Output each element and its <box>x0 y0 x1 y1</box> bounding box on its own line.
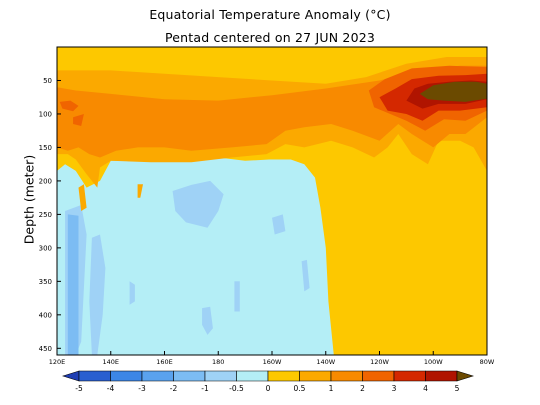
chart-subtitle: Pentad centered on 27 JUN 2023 <box>164 30 376 45</box>
colorbar-label: -2 <box>170 384 178 393</box>
colorbar-bin-5 <box>204 370 237 382</box>
colorbar-label: -1 <box>201 384 209 393</box>
anomaly-region-8 <box>272 214 286 235</box>
colorbar-label: -3 <box>138 384 146 393</box>
colorbar-bin-10 <box>362 370 395 382</box>
anomaly-region-6 <box>202 306 213 335</box>
x-tick-label: 160W <box>263 358 282 366</box>
anomaly-region-13 <box>137 184 143 198</box>
colorbar-bin-1 <box>78 370 111 382</box>
colorbar-bin-2 <box>110 370 143 382</box>
colorbar-label: 2 <box>360 384 365 393</box>
x-tick-label: 180 <box>212 358 224 366</box>
y-tick-label: 100 <box>39 110 52 118</box>
colorbar-label: 1 <box>329 384 334 393</box>
x-tick-label: 120W <box>370 358 389 366</box>
colorbar-label: -0.5 <box>229 384 244 393</box>
anomaly-region-10 <box>67 214 79 355</box>
colorbar-label: 4 <box>423 384 428 393</box>
colorbar-bin-4 <box>173 370 206 382</box>
x-tick-label: 140E <box>102 358 119 366</box>
chart-title: Equatorial Temperature Anomaly (°C) <box>149 7 391 22</box>
colorbar-label: -4 <box>107 384 115 393</box>
y-tick-label: 50 <box>43 77 52 85</box>
contour-layer <box>57 47 487 355</box>
colorbar-bin-12 <box>425 370 458 382</box>
y-tick-label: 350 <box>39 278 52 286</box>
y-tick-label: 200 <box>39 177 52 185</box>
anomaly-region-5 <box>172 180 224 228</box>
x-tick-label: 140W <box>316 358 335 366</box>
y-tick-label: 300 <box>39 244 52 252</box>
anomaly-region-9 <box>301 259 310 292</box>
x-tick-label: 80W <box>480 358 495 366</box>
y-tick-label: 250 <box>39 211 52 219</box>
colorbar-bin-3 <box>141 370 174 382</box>
y-tick-label: 450 <box>39 345 52 353</box>
anomaly-region-7 <box>234 281 240 312</box>
anomaly-region-15 <box>59 100 79 112</box>
colorbar-bin-6 <box>236 370 269 382</box>
colorbar-label: -5 <box>75 384 83 393</box>
colorbar-bin-7 <box>267 370 300 382</box>
colorbar-label: 3 <box>392 384 397 393</box>
colorbar-label: 0 <box>266 384 271 393</box>
anomaly-region-4 <box>129 281 135 305</box>
anomaly-region-12 <box>78 184 87 211</box>
colorbar-label: 5 <box>455 384 460 393</box>
y-tick-label: 150 <box>39 144 52 152</box>
colorbar-label: 0.5 <box>294 384 306 393</box>
colorbar-bin-9 <box>330 370 363 382</box>
x-tick-label: 100W <box>424 358 443 366</box>
colorbar-bin-13 <box>456 370 475 382</box>
anomaly-region-3 <box>89 234 106 355</box>
anomaly-region-16 <box>73 114 84 126</box>
anomaly-region-1 <box>57 157 334 355</box>
anomaly-region-20 <box>419 81 487 102</box>
y-tick-label: 400 <box>39 311 52 319</box>
colorbar-bin-8 <box>299 370 332 382</box>
x-tick-label: 120E <box>49 358 66 366</box>
x-tick-label: 160E <box>156 358 173 366</box>
colorbar-bin-0 <box>61 370 80 382</box>
colorbar-bin-11 <box>393 370 426 382</box>
